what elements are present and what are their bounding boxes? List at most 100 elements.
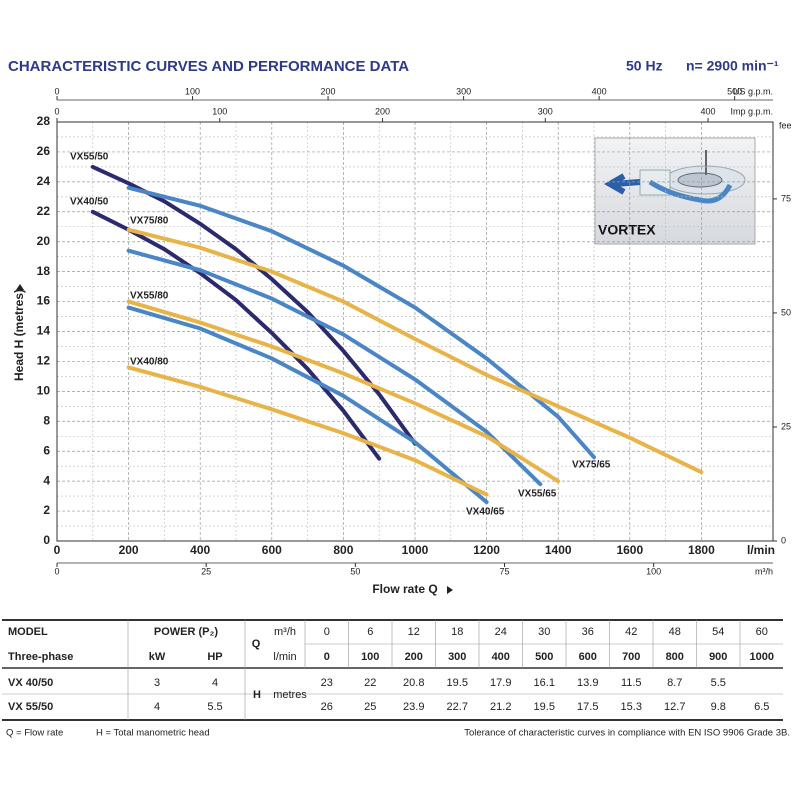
x-tick-label: 400 bbox=[190, 543, 210, 557]
x-tick-label: 1200 bbox=[473, 543, 500, 557]
secondary-tick-label: 300 bbox=[456, 86, 471, 96]
curve bbox=[126, 365, 489, 497]
hp-header: HP bbox=[207, 651, 222, 663]
x-tick-label: 1600 bbox=[616, 543, 643, 557]
x-unit: l/min bbox=[747, 543, 775, 557]
secondary-tick-label: 400 bbox=[701, 106, 716, 116]
m3h-value: 0 bbox=[324, 626, 330, 638]
m3h-value: 48 bbox=[669, 626, 681, 638]
subheader: Three-phase bbox=[8, 651, 73, 663]
y-tick-label: 6 bbox=[43, 443, 50, 457]
head-value: 22.7 bbox=[447, 701, 468, 713]
lmin-value: 800 bbox=[666, 651, 684, 663]
y2-tick-label: 50 bbox=[781, 307, 791, 317]
curve-label: VX75/80 bbox=[130, 216, 169, 227]
secondary-tick-label: 0 bbox=[54, 566, 59, 576]
q-note: Q = Flow rate bbox=[6, 728, 63, 739]
x-tick-label: 1800 bbox=[688, 543, 715, 557]
secondary-tick-label: 50 bbox=[350, 566, 360, 576]
lmin-value: 900 bbox=[709, 651, 727, 663]
head-value: 23.9 bbox=[403, 701, 424, 713]
secondary-tick-label: 100 bbox=[185, 86, 200, 96]
head-value: 26 bbox=[321, 701, 333, 713]
lmin-value: 200 bbox=[405, 651, 423, 663]
curve-label: VX75/65 bbox=[572, 460, 611, 471]
y-axis-arrow bbox=[16, 284, 24, 290]
frequency: 50 Hz bbox=[626, 58, 663, 74]
head-value: 23 bbox=[321, 677, 333, 689]
lmin-value: 700 bbox=[622, 651, 640, 663]
y-axis-label: Head H (metres) bbox=[12, 289, 26, 381]
curve bbox=[126, 299, 561, 484]
head-value: 9.8 bbox=[711, 701, 726, 713]
head-value: 16.1 bbox=[534, 677, 555, 689]
m3h-value: 36 bbox=[582, 626, 594, 638]
lmin-value: 0 bbox=[324, 651, 330, 663]
head-value: 19.5 bbox=[447, 677, 468, 689]
head-value: 17.5 bbox=[577, 701, 598, 713]
curve bbox=[126, 305, 489, 505]
x-tick-label: 200 bbox=[119, 543, 139, 557]
hp-value: 4 bbox=[212, 677, 218, 689]
secondary-tick-label: 500 bbox=[727, 86, 742, 96]
illustration-label: VORTEX bbox=[598, 222, 656, 238]
curve-label: VX55/65 bbox=[518, 489, 557, 500]
secondary-tick-label: 100 bbox=[212, 106, 227, 116]
head-value: 21.2 bbox=[490, 701, 511, 713]
secondary-axis-label: US g.p.m. bbox=[733, 86, 773, 96]
lmin-value: 100 bbox=[361, 651, 379, 663]
lmin-value: 400 bbox=[492, 651, 510, 663]
y2-tick-label: 75 bbox=[781, 193, 791, 203]
secondary-tick-label: 200 bbox=[321, 86, 336, 96]
secondary-axis-label: m³/h bbox=[755, 566, 773, 576]
m3h-value: 12 bbox=[408, 626, 420, 638]
head-value: 8.7 bbox=[667, 677, 682, 689]
curve-label: VX55/50 bbox=[70, 152, 109, 163]
head-value: 22 bbox=[364, 677, 376, 689]
speed: n= 2900 min⁻¹ bbox=[686, 58, 779, 74]
x-axis-label: Flow rate Q bbox=[372, 582, 437, 596]
y-tick-label: 22 bbox=[37, 204, 51, 218]
y-tick-label: 24 bbox=[37, 174, 51, 188]
head-value: 12.7 bbox=[664, 701, 685, 713]
head-value: 13.9 bbox=[577, 677, 598, 689]
y-tick-label: 2 bbox=[43, 503, 50, 517]
curve bbox=[126, 185, 596, 460]
power-header: POWER (P₂) bbox=[154, 626, 219, 638]
secondary-axis-label: Imp g.p.m. bbox=[730, 106, 773, 116]
x-tick-label: 0 bbox=[54, 543, 61, 557]
y-tick-label: 28 bbox=[37, 114, 51, 128]
q-label: Q bbox=[252, 638, 261, 650]
head-value: 15.3 bbox=[621, 701, 642, 713]
h-unit: metres bbox=[273, 689, 307, 701]
curve bbox=[126, 248, 543, 487]
x-tick-label: 1400 bbox=[545, 543, 572, 557]
lmin-value: 300 bbox=[448, 651, 466, 663]
m3h-value: 18 bbox=[451, 626, 463, 638]
curve-label: VX55/80 bbox=[130, 291, 169, 302]
y-tick-label: 4 bbox=[43, 473, 50, 487]
head-value: 25 bbox=[364, 701, 376, 713]
y-tick-label: 8 bbox=[43, 413, 50, 427]
lmin-value: 500 bbox=[535, 651, 553, 663]
x-tick-label: 600 bbox=[262, 543, 282, 557]
secondary-tick-label: 400 bbox=[592, 86, 607, 96]
tolerance-note: Tolerance of characteristic curves in co… bbox=[464, 728, 790, 739]
m3h-value: 42 bbox=[625, 626, 637, 638]
x-tick-label: 800 bbox=[333, 543, 353, 557]
m3h-value: 30 bbox=[538, 626, 550, 638]
m3h-value: 54 bbox=[712, 626, 724, 638]
h-label: H bbox=[253, 689, 261, 701]
secondary-tick-label: 200 bbox=[375, 106, 390, 116]
head-value: 6.5 bbox=[754, 701, 769, 713]
secondary-tick-label: 300 bbox=[538, 106, 553, 116]
m3h-unit: m³/h bbox=[274, 626, 296, 638]
m3h-value: 24 bbox=[495, 626, 507, 638]
secondary-tick-label: 25 bbox=[201, 566, 211, 576]
y2-tick-label: 0 bbox=[781, 535, 786, 545]
title: CHARACTERISTIC CURVES AND PERFORMANCE DA… bbox=[8, 58, 409, 75]
y-tick-label: 0 bbox=[43, 533, 50, 547]
y2-tick-label: 25 bbox=[781, 421, 791, 431]
lmin-unit: l/min bbox=[273, 651, 296, 663]
